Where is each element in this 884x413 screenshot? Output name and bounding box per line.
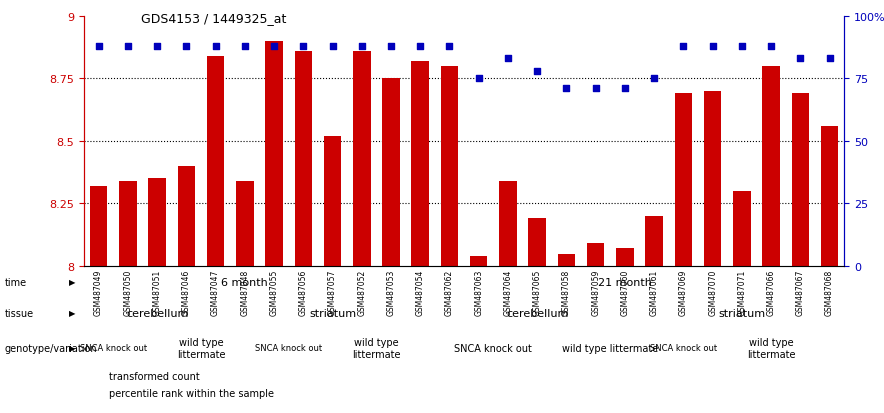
Bar — [90, 186, 107, 266]
Bar — [791, 94, 809, 266]
Point — [676, 43, 690, 50]
Bar — [265, 41, 283, 266]
Point — [92, 43, 106, 50]
Bar — [236, 181, 254, 266]
Bar — [821, 126, 838, 266]
Bar — [119, 181, 137, 266]
Point — [267, 43, 281, 50]
Point — [150, 43, 164, 50]
Point — [384, 43, 398, 50]
Text: SNCA knock out: SNCA knock out — [80, 344, 147, 352]
Point — [589, 85, 603, 92]
Point — [764, 43, 778, 50]
Point — [618, 85, 632, 92]
Bar — [587, 244, 605, 266]
Text: tissue: tissue — [4, 308, 34, 318]
Bar — [382, 79, 400, 266]
Text: transformed count: transformed count — [109, 371, 200, 381]
Point — [296, 43, 310, 50]
Point — [530, 68, 545, 75]
Point — [822, 56, 836, 62]
Bar — [149, 179, 166, 266]
Point — [325, 43, 339, 50]
Text: wild type littermate: wild type littermate — [562, 343, 659, 353]
Point — [121, 43, 135, 50]
Bar — [733, 191, 751, 266]
Point — [501, 56, 515, 62]
Point — [560, 85, 574, 92]
Point — [705, 43, 720, 50]
Bar — [558, 254, 575, 266]
Text: 21 month: 21 month — [598, 277, 652, 287]
Text: SNCA knock out: SNCA knock out — [454, 343, 532, 353]
Text: time: time — [4, 277, 27, 287]
Bar — [704, 92, 721, 266]
Point — [472, 76, 486, 82]
Bar — [529, 219, 546, 266]
Bar — [178, 166, 195, 266]
Text: SNCA knock out: SNCA knock out — [650, 344, 717, 352]
Bar — [207, 57, 225, 266]
Text: ▶: ▶ — [69, 309, 75, 317]
Text: percentile rank within the sample: percentile rank within the sample — [109, 388, 274, 398]
Text: wild type
littermate: wild type littermate — [352, 337, 400, 359]
Point — [735, 43, 749, 50]
Text: striatum: striatum — [719, 308, 766, 318]
Bar — [499, 181, 517, 266]
Bar — [353, 52, 370, 266]
Point — [238, 43, 252, 50]
Bar — [616, 249, 634, 266]
Text: cerebellum: cerebellum — [126, 308, 188, 318]
Text: ▶: ▶ — [69, 344, 75, 352]
Bar — [411, 62, 429, 266]
Bar — [324, 136, 341, 266]
Point — [442, 43, 456, 50]
Bar — [441, 66, 458, 266]
Text: wild type
littermate: wild type littermate — [747, 337, 796, 359]
Text: SNCA knock out: SNCA knock out — [255, 344, 323, 352]
Bar — [645, 216, 663, 266]
Point — [354, 43, 369, 50]
Bar — [470, 256, 487, 266]
Bar — [294, 52, 312, 266]
Text: cerebellum: cerebellum — [506, 308, 568, 318]
Text: genotype/variation: genotype/variation — [4, 343, 97, 353]
Bar — [674, 94, 692, 266]
Point — [647, 76, 661, 82]
Text: striatum: striatum — [309, 308, 356, 318]
Point — [209, 43, 223, 50]
Bar — [762, 66, 780, 266]
Point — [179, 43, 194, 50]
Text: ▶: ▶ — [69, 278, 75, 286]
Text: 6 month: 6 month — [221, 277, 268, 287]
Text: GDS4153 / 1449325_at: GDS4153 / 1449325_at — [141, 12, 286, 25]
Point — [413, 43, 427, 50]
Text: wild type
littermate: wild type littermate — [177, 337, 225, 359]
Point — [793, 56, 807, 62]
